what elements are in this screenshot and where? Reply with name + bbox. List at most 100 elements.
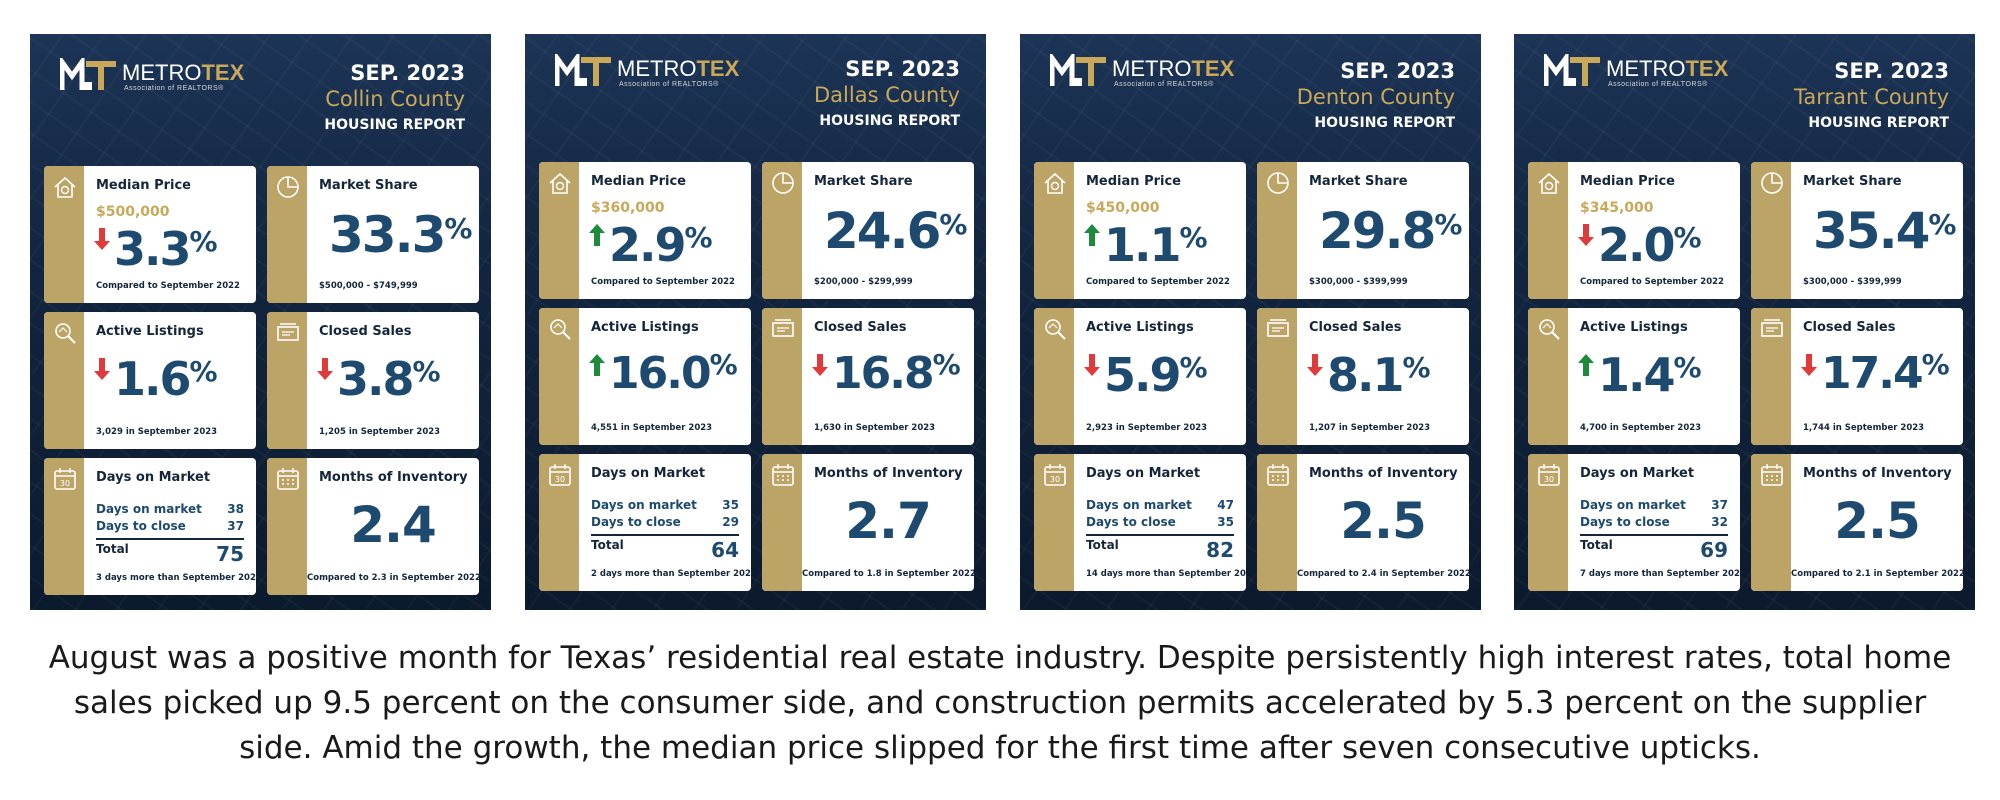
card-accent-strip: [1528, 454, 1568, 591]
median-icon: [52, 174, 78, 200]
days-to-close-label: Days to close: [1580, 515, 1670, 529]
days-on-market-label: Days on market: [96, 502, 202, 516]
county-name: Collin County: [325, 87, 465, 111]
report-caption: August was a positive month for Texas’ r…: [48, 640, 1952, 766]
card-accent-strip: [44, 312, 84, 449]
share-icon: [1265, 170, 1291, 196]
days-comparison: 7 days more than September 2022: [1580, 569, 1740, 579]
market-share-percent: 35.4%: [1813, 202, 1956, 260]
market-share-unit: %: [939, 208, 968, 241]
logo-word-tex: TEX: [201, 60, 245, 85]
card-footnote: 4,700 in September 2023: [1580, 423, 1702, 433]
metrotex-logo-icon: [1544, 54, 1600, 86]
card-title: Active Listings: [1086, 320, 1194, 335]
card-accent-strip: [762, 162, 802, 299]
total-value: 64: [711, 538, 739, 562]
county-name: Tarrant County: [1794, 85, 1949, 109]
active-icon: [547, 316, 573, 342]
county-name: Dallas County: [814, 83, 960, 107]
card-median: Median Price $345,000 2.0% Compared to Sept…: [1528, 162, 1740, 299]
days-to-close-label: Days to close: [591, 515, 681, 529]
card-title: Days on Market: [96, 470, 211, 485]
inventory-comparison: Compared to 2.4 in September 2022: [1297, 569, 1469, 579]
svg-text:30: 30: [1050, 475, 1060, 484]
change-unit: %: [932, 348, 961, 381]
card-accent-strip: [1034, 308, 1074, 445]
days-to-close-label: Days to close: [1086, 515, 1176, 529]
card-title: Active Listings: [1580, 320, 1688, 335]
price-range: $300,000 - $399,999: [1309, 277, 1408, 287]
days-on-market-row: Days on market 47: [1086, 498, 1234, 512]
card-closed: Closed Sales 3.8% 1,205 in September 2023: [267, 312, 479, 449]
card-title: Market Share: [1803, 174, 1902, 189]
change-unit: %: [1673, 351, 1702, 384]
closed-icon: [1265, 316, 1291, 342]
active-icon: [1042, 316, 1068, 342]
card-footnote: Compared to September 2022: [591, 277, 735, 287]
card-footnote: 1,205 in September 2023: [319, 427, 441, 437]
svg-text:30: 30: [1544, 475, 1554, 484]
closed-icon: [770, 316, 796, 342]
logo-word-tex: TEX: [1191, 56, 1235, 81]
total-value: 82: [1206, 538, 1234, 562]
change-unit: %: [1921, 348, 1950, 381]
months-of-inventory-value: 2.5: [1340, 492, 1427, 550]
days-to-close-row: Days to close 29: [591, 515, 739, 529]
change-unit: %: [1179, 351, 1208, 384]
inventory-comparison: Compared to 2.3 in September 2022: [307, 573, 479, 583]
card-moi: Months of Inventory 2.5 Compared to 2.4 in…: [1257, 454, 1469, 591]
report-date: SEP. 2023: [1340, 59, 1455, 83]
logo-word-tex: TEX: [696, 56, 740, 81]
change-unit: %: [684, 221, 713, 254]
card-median: Median Price $360,000 2.9% Compared to Sept…: [539, 162, 751, 299]
total-label: Total: [1086, 538, 1119, 552]
dom-icon: 30: [1536, 462, 1562, 488]
card-median: Median Price $450,000 1.1% Compared to Sept…: [1034, 162, 1246, 299]
days-to-close-value: 37: [227, 519, 244, 533]
change-percent: 3.3%: [114, 222, 218, 276]
card-accent-strip: [44, 166, 84, 303]
market-share-unit: %: [444, 212, 473, 245]
change-percent: 2.9%: [609, 218, 713, 272]
metrotex-logo: METROTEX Association of REALTORS®: [60, 58, 260, 98]
median-price-value: $500,000: [96, 204, 170, 220]
price-range: $200,000 - $299,999: [814, 277, 913, 287]
card-active: Active Listings 5.9% 2,923 in September 20…: [1034, 308, 1246, 445]
metrotex-logo: METROTEX Association of REALTORS®: [555, 54, 755, 94]
card-title: Market Share: [814, 174, 913, 189]
total-value: 69: [1700, 538, 1728, 562]
card-dom: 30 Days on Market Days on market 35 Days to …: [539, 454, 751, 591]
card-title: Median Price: [96, 178, 191, 193]
logo-word-tex: TEX: [1685, 56, 1729, 81]
card-footnote: Compared to September 2022: [96, 281, 240, 291]
days-to-close-value: 32: [1711, 515, 1728, 529]
market-share-percent: 33.3%: [329, 206, 472, 264]
card-accent-strip: [539, 308, 579, 445]
arrow-down-icon: [1084, 354, 1100, 376]
logo-subtitle: Association of REALTORS®: [1114, 81, 1214, 88]
market-share-value: 35.4: [1813, 202, 1930, 260]
card-title: Median Price: [1086, 174, 1181, 189]
card-closed: Closed Sales 17.4% 1,744 in September 2023: [1751, 308, 1963, 445]
median-price-value: $360,000: [591, 200, 665, 216]
days-to-close-row: Days to close 32: [1580, 515, 1728, 529]
change-percent: 3.8%: [337, 352, 441, 406]
card-accent-strip: [1034, 162, 1074, 299]
report-label: HOUSING REPORT: [1808, 115, 1949, 131]
change-value: 1.6: [114, 352, 191, 406]
card-dom: 30 Days on Market Days on market 37 Days to …: [1528, 454, 1740, 591]
arrow-down-icon: [1578, 224, 1594, 246]
closed-icon: [1759, 316, 1785, 342]
card-active: Active Listings 1.4% 4,700 in September 20…: [1528, 308, 1740, 445]
card-title: Months of Inventory: [1803, 466, 1952, 481]
card-closed: Closed Sales 16.8% 1,630 in September 2023: [762, 308, 974, 445]
card-title: Market Share: [1309, 174, 1408, 189]
logo-word-metro: METRO: [1606, 56, 1686, 81]
logo-subtitle: Association of REALTORS®: [619, 81, 719, 88]
change-unit: %: [1402, 351, 1431, 384]
panel-header: SEP. 2023 Collin County HOUSING REPORT: [324, 60, 465, 138]
county-name: Denton County: [1296, 85, 1455, 109]
months-of-inventory-value: 2.5: [1834, 492, 1921, 550]
active-icon: [1536, 316, 1562, 342]
change-unit: %: [189, 225, 218, 258]
